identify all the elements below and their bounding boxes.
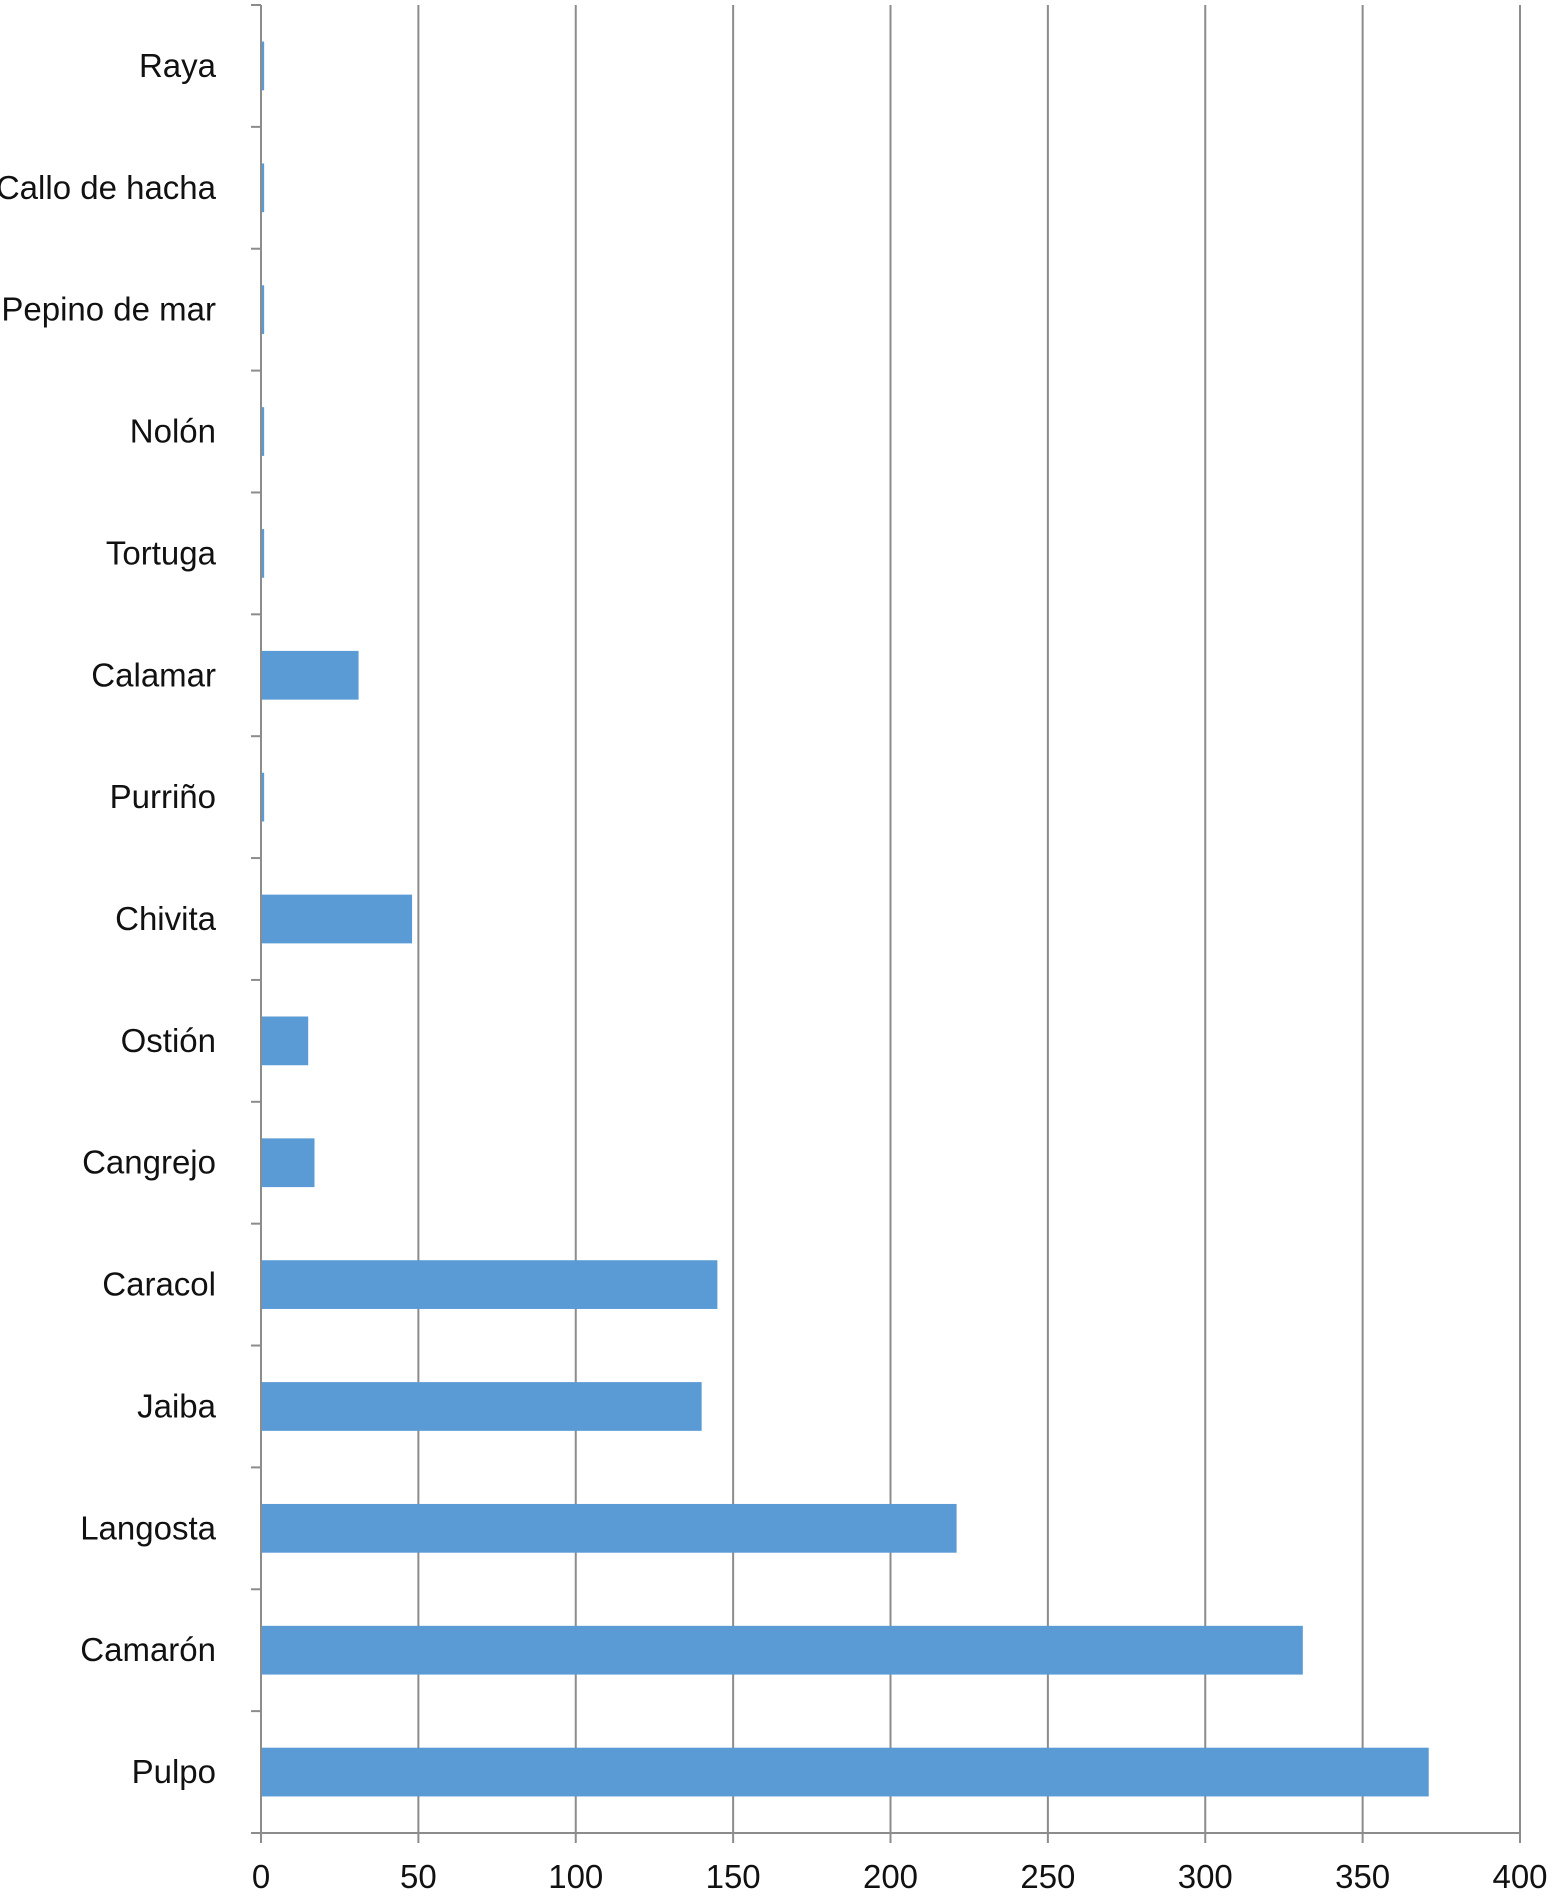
bar-callo-de-hacha	[261, 163, 265, 213]
x-tick-label: 250	[1020, 1858, 1075, 1895]
category-label: Camarón	[80, 1631, 216, 1668]
category-label: Callo de hacha	[0, 169, 217, 206]
bar-purri-o	[261, 772, 265, 822]
category-label: Pulpo	[132, 1753, 216, 1790]
axes	[251, 4, 1521, 1843]
x-tick-label: 150	[706, 1858, 761, 1895]
category-label: Caracol	[102, 1266, 216, 1303]
bar-tortuga	[261, 529, 265, 578]
labels: 0 50 100 150 200 250 300 350 400 Raya Callo de hac…	[0, 47, 1548, 1895]
bar-calamar	[261, 650, 359, 700]
x-tick-label: 50	[400, 1858, 437, 1895]
bar-pulpo	[261, 1747, 1429, 1797]
category-label: Calamar	[91, 656, 216, 693]
category-label: Raya	[139, 47, 217, 84]
category-label: Ostión	[121, 1022, 216, 1059]
category-label: Chivita	[115, 900, 217, 937]
bar-nol-n	[261, 407, 265, 456]
category-label: Pepino de mar	[1, 291, 216, 328]
x-tick-label: 350	[1335, 1858, 1390, 1895]
bar-jaiba	[261, 1382, 702, 1431]
category-label: Langosta	[80, 1509, 216, 1546]
bar-langosta	[261, 1503, 957, 1553]
x-tick-label: 300	[1178, 1858, 1233, 1895]
bars	[261, 41, 1429, 1797]
category-label: Nolón	[130, 413, 216, 450]
bar-raya	[261, 41, 265, 91]
bar-chivita	[261, 894, 413, 944]
category-label: Cangrejo	[82, 1144, 216, 1181]
gridlines	[417, 5, 1521, 1833]
x-tick-label: 400	[1492, 1858, 1547, 1895]
bar-cangrejo	[261, 1138, 315, 1188]
category-label: Tortuga	[106, 534, 217, 571]
category-label: Jaiba	[137, 1387, 217, 1424]
x-tick-label: 0	[252, 1858, 270, 1895]
bar-pepino-de-mar	[261, 285, 265, 335]
bar-osti-n	[261, 1016, 309, 1066]
x-tick-label: 200	[863, 1858, 918, 1895]
x-tick-label: 100	[548, 1858, 603, 1895]
bar-caracol	[261, 1260, 718, 1309]
category-label: Purriño	[110, 778, 216, 815]
bar-camar-n	[261, 1625, 1303, 1675]
